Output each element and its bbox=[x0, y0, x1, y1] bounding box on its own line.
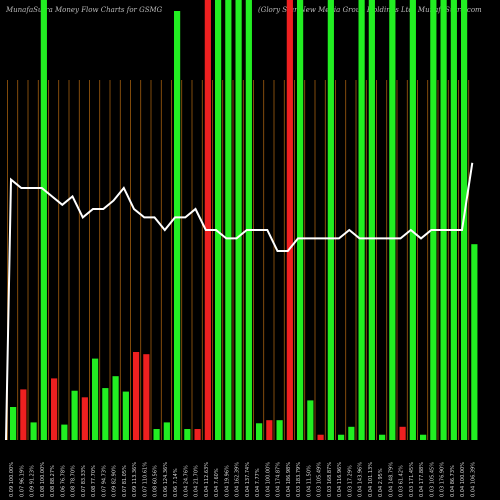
x-tick-label: 0.09 113.36% bbox=[132, 462, 138, 497]
bar bbox=[20, 389, 27, 440]
x-tick-label: 0.06 76.78% bbox=[60, 465, 66, 497]
x-tick-label: 0.03 171.45% bbox=[409, 462, 415, 497]
x-tick-label: 0.08 88.27% bbox=[50, 465, 56, 497]
x-tick-label: 0.09 82.90% bbox=[112, 465, 118, 497]
bar bbox=[266, 420, 273, 440]
bar bbox=[409, 0, 416, 440]
bar bbox=[245, 0, 252, 440]
bar bbox=[338, 434, 345, 440]
bar bbox=[194, 429, 201, 440]
x-tick-label: 0.03 105.49% bbox=[317, 462, 323, 497]
bar bbox=[471, 244, 478, 440]
bar bbox=[225, 0, 232, 440]
bar bbox=[143, 354, 150, 440]
bar bbox=[399, 426, 406, 440]
bar bbox=[163, 422, 170, 440]
x-tick-label: 0.04 186.98% bbox=[286, 462, 292, 497]
x-tick-label: 0.03 176.90% bbox=[440, 462, 446, 497]
x-tick-label: 0.04 143.96% bbox=[358, 462, 364, 497]
bar bbox=[276, 420, 283, 440]
x-tick-label: 0.04 100.00% bbox=[460, 462, 466, 497]
bar bbox=[256, 423, 263, 440]
x-tick-label: 0.04 116.96% bbox=[337, 462, 343, 497]
x-tick-label: 0.08 60.56% bbox=[153, 465, 159, 497]
bar bbox=[307, 400, 314, 440]
x-tick-label: 0.03 183.79% bbox=[296, 462, 302, 497]
x-tick-label: 0.03 61.42% bbox=[399, 465, 405, 497]
bar bbox=[10, 407, 17, 440]
bar bbox=[61, 424, 68, 440]
bar bbox=[430, 0, 437, 440]
x-tick-label: 0.06 124.36% bbox=[163, 462, 169, 497]
bar bbox=[286, 0, 293, 440]
bar bbox=[327, 0, 334, 440]
x-tick-label: 0.04 21.70% bbox=[194, 465, 200, 497]
bar bbox=[40, 0, 47, 440]
x-tick-label: 0.04 2.95% bbox=[378, 468, 384, 497]
x-tick-label: 0.04 19.96% bbox=[224, 465, 230, 497]
x-tick-label: 0.08 78.70% bbox=[71, 465, 77, 497]
x-tick-label: 0.09 100.00% bbox=[9, 462, 15, 497]
bar bbox=[81, 397, 88, 440]
x-tick-label: 0.04 112.63% bbox=[204, 462, 210, 497]
x-tick-label: 0.03 105.45% bbox=[429, 462, 435, 497]
x-tick-label: 0.08 77.70% bbox=[91, 465, 97, 497]
bar bbox=[174, 11, 181, 440]
x-tick-label: 0.03 168.87% bbox=[327, 462, 333, 497]
x-tick-label: 0.04 148.79% bbox=[388, 462, 394, 497]
bar bbox=[112, 376, 119, 440]
x-tick-label: 0.06 7.14% bbox=[173, 468, 179, 497]
x-tick-label: 0.04 106.39% bbox=[470, 462, 476, 497]
bar bbox=[450, 0, 457, 440]
bar bbox=[215, 0, 222, 440]
bar bbox=[51, 378, 58, 440]
x-tick-label: 0.04 177.88% bbox=[419, 462, 425, 497]
bar bbox=[235, 0, 242, 440]
bar bbox=[133, 352, 140, 440]
x-tick-label: 0.04 7.60% bbox=[214, 468, 220, 497]
x-tick-label: 0.04 101.13% bbox=[368, 462, 374, 497]
bar bbox=[379, 434, 386, 440]
x-tick-label: 0.04 162.39% bbox=[235, 462, 241, 497]
x-tick-label: 0.04 137.74% bbox=[245, 462, 251, 497]
x-tick-label: 0.07 110.61% bbox=[142, 462, 148, 497]
x-tick-label: 0.04 174.87% bbox=[276, 462, 282, 497]
bar bbox=[440, 0, 447, 440]
x-tick-label: 0.09 91.23% bbox=[30, 465, 36, 497]
bar bbox=[30, 422, 37, 440]
x-tick-label: 0.04 24.76% bbox=[183, 465, 189, 497]
bar bbox=[368, 0, 375, 440]
bar bbox=[317, 434, 324, 440]
x-tick-label: 0.04 100.00% bbox=[265, 462, 271, 497]
bar bbox=[297, 0, 304, 440]
x-tick-label: 0.03 17.29% bbox=[347, 465, 353, 497]
bar bbox=[348, 426, 355, 440]
bar bbox=[204, 0, 211, 440]
bar bbox=[92, 358, 99, 440]
money-flow-line bbox=[5, 162, 474, 441]
x-tick-label: 0.07 81.05% bbox=[122, 465, 128, 497]
bar bbox=[102, 388, 109, 440]
x-tick-label: 0.07 83.33% bbox=[81, 465, 87, 497]
bar bbox=[184, 429, 191, 440]
bar bbox=[358, 0, 365, 440]
x-tick-label: 0.07 94.73% bbox=[101, 465, 107, 497]
bar bbox=[153, 429, 160, 440]
bar bbox=[122, 391, 129, 440]
bar bbox=[420, 434, 427, 440]
x-tick-label: 0.08 100.00% bbox=[40, 462, 46, 497]
x-tick-label: 0.04 86.73% bbox=[450, 465, 456, 497]
x-tick-label: 0.04 11.50% bbox=[306, 465, 312, 497]
chart-title-left: MunafaSutra Money Flow Charts for GSMG bbox=[6, 6, 163, 14]
bar bbox=[71, 390, 78, 440]
x-tick-label: 0.04 7.77% bbox=[255, 468, 261, 497]
x-tick-label: 0.07 96.19% bbox=[19, 465, 25, 497]
bar bbox=[389, 0, 396, 440]
